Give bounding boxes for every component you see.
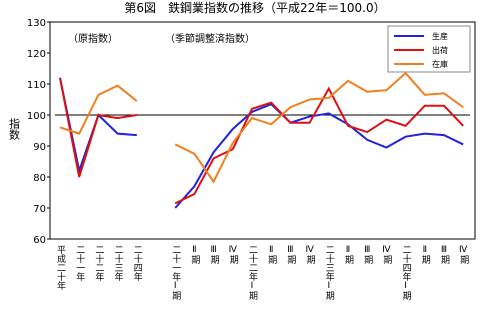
series-line [59, 77, 464, 205]
x-tick-label: Ⅲ期 [439, 245, 450, 265]
legend-label: 出荷 [432, 45, 448, 55]
x-tick-label: Ⅱ期 [266, 245, 277, 265]
y-tick-label: 80 [33, 173, 46, 184]
x-tick-label: 平成二十年 [55, 245, 66, 291]
y-tick-label: 100 [27, 111, 46, 122]
y-tick-label: 70 [33, 204, 46, 215]
y-tick-label: 60 [33, 235, 46, 246]
x-tick-label: 二十三年Ⅰ期 [324, 245, 335, 301]
x-tick-label: Ⅳ期 [381, 245, 392, 265]
x-tick-label: Ⅳ期 [305, 245, 316, 265]
series-line [59, 77, 464, 209]
legend-label: 生産 [432, 31, 448, 41]
y-tick-label: 110 [27, 80, 46, 91]
panel-label: （季節調整済指数） [165, 32, 255, 45]
x-tick-label: Ⅲ期 [209, 245, 220, 265]
x-tick-label: 二十四年Ⅰ期 [401, 245, 412, 301]
x-tick-label: Ⅳ期 [228, 245, 239, 265]
x-tick-label: 二十三年 [113, 245, 124, 282]
x-tick-label: 二十一年 [74, 245, 85, 282]
series-line [59, 71, 464, 184]
y-tick-label: 120 [27, 49, 46, 60]
y-tick-label: 130 [27, 18, 46, 29]
x-tick-label: Ⅲ期 [362, 245, 373, 265]
x-tick-label: 二十四年 [132, 245, 143, 282]
x-tick-label: Ⅱ期 [189, 245, 200, 265]
chart-title: 第6図 鉄鋼業指数の推移（平成22年＝100.0） [124, 0, 385, 15]
legend-label: 在庫 [432, 59, 448, 69]
x-tick-label: Ⅱ期 [343, 245, 354, 265]
y-axis-label: 指数 [8, 117, 21, 141]
panel-label: （原指数） [68, 32, 118, 45]
x-tick-label: 二十二年 [93, 245, 104, 282]
x-tick-label: 二十二年Ⅰ期 [247, 245, 258, 301]
y-tick-label: 90 [33, 142, 46, 153]
x-tick-label: Ⅳ期 [458, 245, 469, 265]
x-tick-label: 二十一年Ⅰ期 [170, 245, 181, 301]
x-tick-label: Ⅱ期 [420, 245, 431, 265]
plot-frame [49, 21, 476, 240]
x-tick-label: Ⅲ期 [285, 245, 296, 265]
